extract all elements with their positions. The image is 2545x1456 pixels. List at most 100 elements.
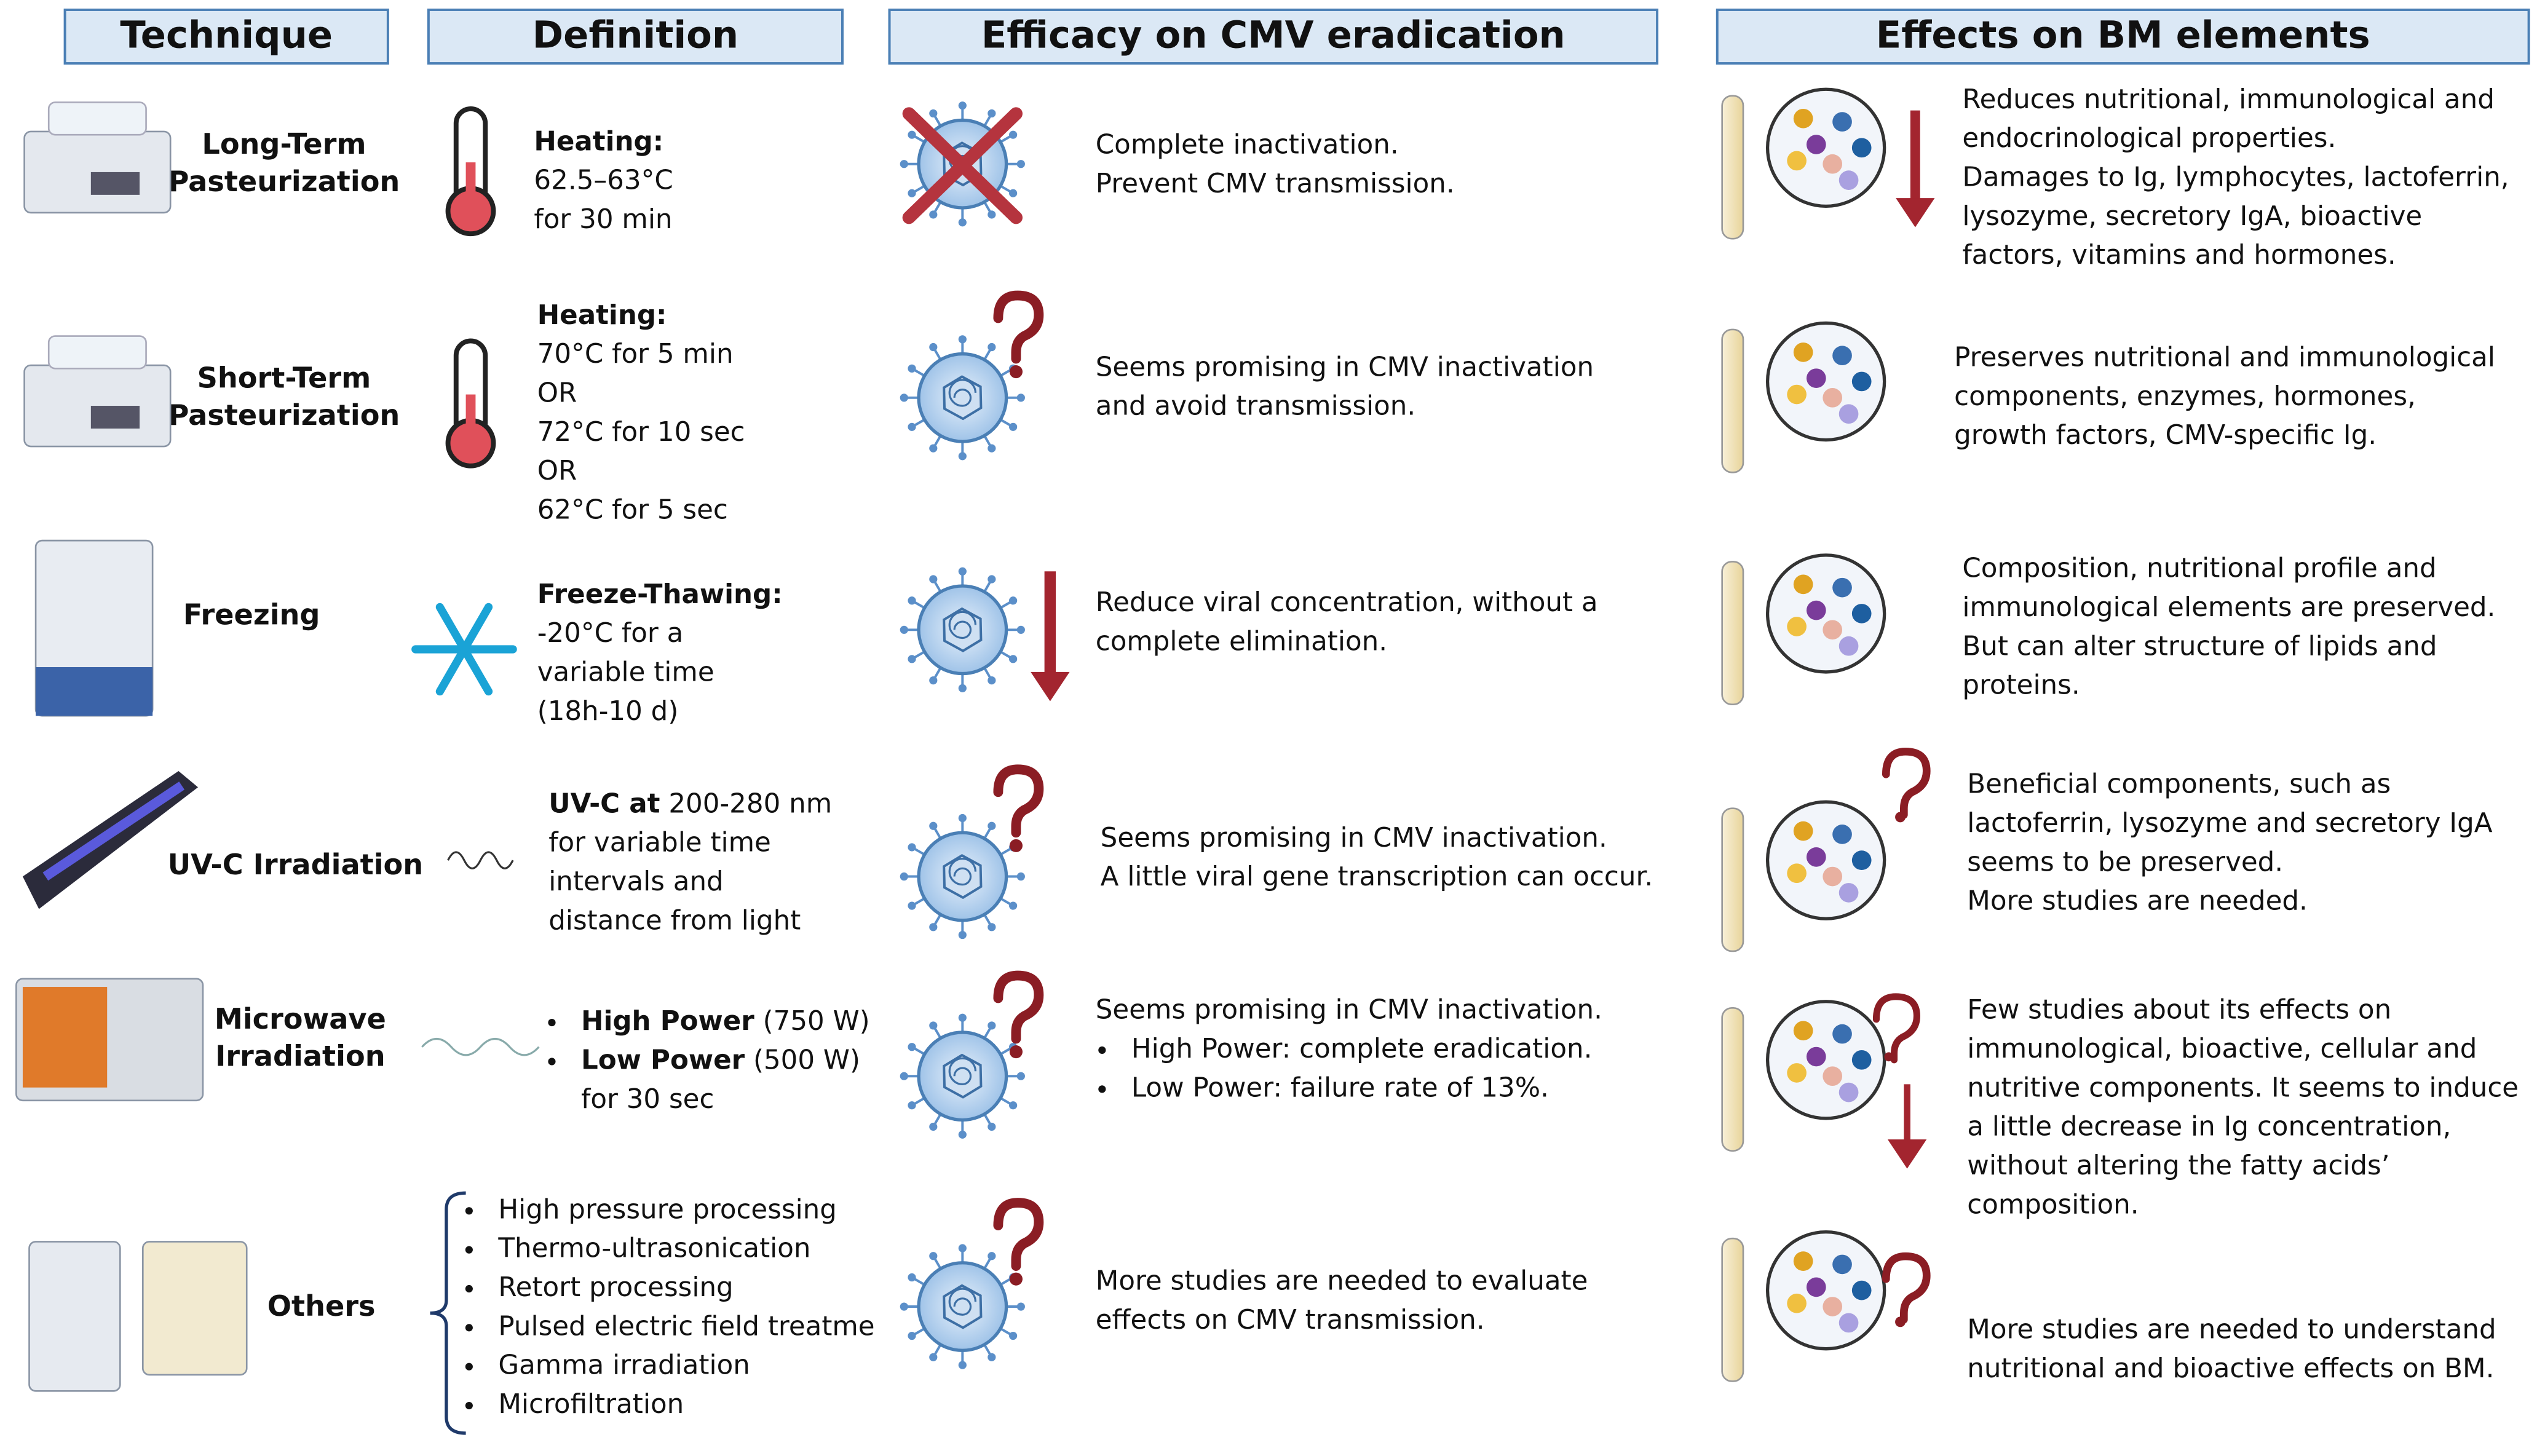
definition-line-text: Microfiltration bbox=[498, 1389, 684, 1420]
bullet bbox=[1098, 1085, 1106, 1093]
definition-line-text: (18h-10 d) bbox=[537, 696, 679, 727]
technique-name: Microwave bbox=[215, 1002, 386, 1035]
cell bbox=[1793, 1251, 1813, 1271]
definition-line: variable time bbox=[537, 657, 714, 688]
efficacy-line-text: Seems promising in CMV inactivation. bbox=[1096, 995, 1602, 1026]
effects-line: Preserves nutritional and immunological bbox=[1954, 342, 2495, 373]
virus-knob bbox=[1009, 1101, 1018, 1110]
effects-line: seems to be preserved. bbox=[1967, 847, 2283, 877]
definition-line: High Power (750 W) bbox=[581, 1006, 870, 1037]
definition-line: 62°C for 5 sec bbox=[537, 495, 728, 526]
bullet bbox=[465, 1324, 473, 1332]
cell bbox=[1787, 617, 1807, 636]
virus-knob bbox=[1009, 1331, 1018, 1340]
effects-line: But can alter structure of lipids and bbox=[1962, 631, 2437, 662]
efficacy-line-text: Reduce viral concentration, without a bbox=[1096, 587, 1598, 618]
cell bbox=[1787, 1063, 1807, 1083]
efficacy-line: and avoid transmission. bbox=[1096, 391, 1415, 422]
virus-knob bbox=[908, 843, 916, 852]
virus-knob bbox=[988, 1021, 996, 1030]
question-mark bbox=[1882, 747, 1931, 819]
definition-line: Thermo-ultrasonication bbox=[497, 1233, 810, 1264]
virus-knob bbox=[908, 422, 916, 431]
virus-knob bbox=[1009, 655, 1018, 663]
efficacy-line-text: complete elimination. bbox=[1096, 626, 1387, 657]
cell bbox=[1832, 1254, 1852, 1275]
test-tube bbox=[1721, 328, 1744, 473]
wave bbox=[447, 851, 514, 869]
cell bbox=[1832, 577, 1852, 598]
cell bbox=[1823, 387, 1843, 408]
virus-rna bbox=[948, 379, 977, 407]
virus-core bbox=[943, 375, 983, 421]
cell bbox=[1851, 604, 1872, 623]
virus-knob bbox=[908, 130, 916, 139]
cell bbox=[1838, 404, 1859, 424]
virus-knob bbox=[958, 335, 967, 344]
virus-knob bbox=[908, 189, 916, 197]
efficacy-line-text: Complete inactivation. bbox=[1096, 130, 1399, 160]
question-mark bbox=[993, 290, 1044, 364]
definition-line: Gamma irradiation bbox=[498, 1350, 750, 1381]
virus-knob bbox=[1009, 596, 1018, 605]
cell bbox=[1851, 850, 1872, 870]
definition-line: OR bbox=[537, 456, 577, 486]
question-dot bbox=[1009, 839, 1023, 852]
virus-knob bbox=[929, 1122, 938, 1131]
cell bbox=[1832, 825, 1852, 844]
virus-knob bbox=[908, 1331, 916, 1340]
virus-knob bbox=[958, 1013, 967, 1022]
effects-line: More studies are needed. bbox=[1967, 886, 2308, 917]
effects-line: a little decrease in Ig concentration, bbox=[1967, 1112, 2451, 1142]
device-panel bbox=[90, 172, 140, 195]
virus-knob bbox=[958, 1244, 967, 1252]
arrow-head bbox=[1031, 671, 1070, 702]
virus-knob bbox=[908, 596, 916, 605]
virus-knob bbox=[908, 1043, 916, 1051]
question-dot bbox=[1884, 1052, 1894, 1062]
virus-knob bbox=[988, 1252, 996, 1260]
efficacy-line: Seems promising in CMV inactivation. bbox=[1096, 995, 1602, 1026]
efficacy-line: Reduce viral concentration, without a bbox=[1096, 587, 1598, 618]
definition-line: distance from light bbox=[548, 905, 801, 936]
question-mark bbox=[1882, 1252, 1931, 1324]
header-title: Definition bbox=[532, 14, 738, 57]
cell bbox=[1851, 1050, 1872, 1070]
cell bbox=[1793, 821, 1813, 841]
definition-line: Low Power (500 W) bbox=[581, 1045, 860, 1075]
arrow-head bbox=[1887, 1139, 1927, 1169]
header-title: Efficacy on CMV eradication bbox=[981, 14, 1565, 57]
question-dot bbox=[1895, 812, 1906, 823]
bullet bbox=[465, 1207, 473, 1215]
virus-knob bbox=[958, 101, 967, 110]
virus-knob bbox=[908, 1101, 916, 1110]
effects-line: immunological elements are preserved. bbox=[1962, 592, 2495, 623]
definition-line-bold: Low Power bbox=[581, 1045, 745, 1075]
virus-knob bbox=[1016, 160, 1025, 168]
device-lid bbox=[47, 101, 147, 136]
cell bbox=[1838, 883, 1859, 903]
virus-knob bbox=[958, 813, 967, 823]
effects-line: without altering the fatty acids’ bbox=[1967, 1150, 2389, 1181]
virus-knob bbox=[958, 567, 967, 576]
efficacy-line-text: Seems promising in CMV inactivation. bbox=[1101, 823, 1607, 853]
definition-line: Retort processing bbox=[498, 1272, 733, 1303]
technique-name: Pasteurization bbox=[168, 398, 400, 432]
virus-knob bbox=[929, 1353, 938, 1361]
question-mark bbox=[1872, 993, 1920, 1064]
device bbox=[28, 1241, 121, 1392]
definition-line: 72°C for 10 sec bbox=[537, 417, 745, 448]
virus-knob bbox=[929, 109, 938, 118]
efficacy-line: Seems promising in CMV inactivation bbox=[1096, 352, 1594, 382]
definition-line-bold: UV-C at bbox=[548, 788, 660, 819]
virus-knob bbox=[958, 452, 967, 461]
device-lid bbox=[47, 335, 147, 370]
definition-line: for variable time bbox=[548, 828, 771, 858]
cell bbox=[1787, 1293, 1807, 1313]
cell bbox=[1838, 1082, 1859, 1102]
virus-knob bbox=[958, 218, 967, 227]
cell bbox=[1832, 346, 1852, 366]
virus-rna bbox=[948, 611, 977, 639]
definition-line-text: 62°C for 5 sec bbox=[537, 495, 728, 526]
definition-line: intervals and bbox=[548, 866, 723, 897]
